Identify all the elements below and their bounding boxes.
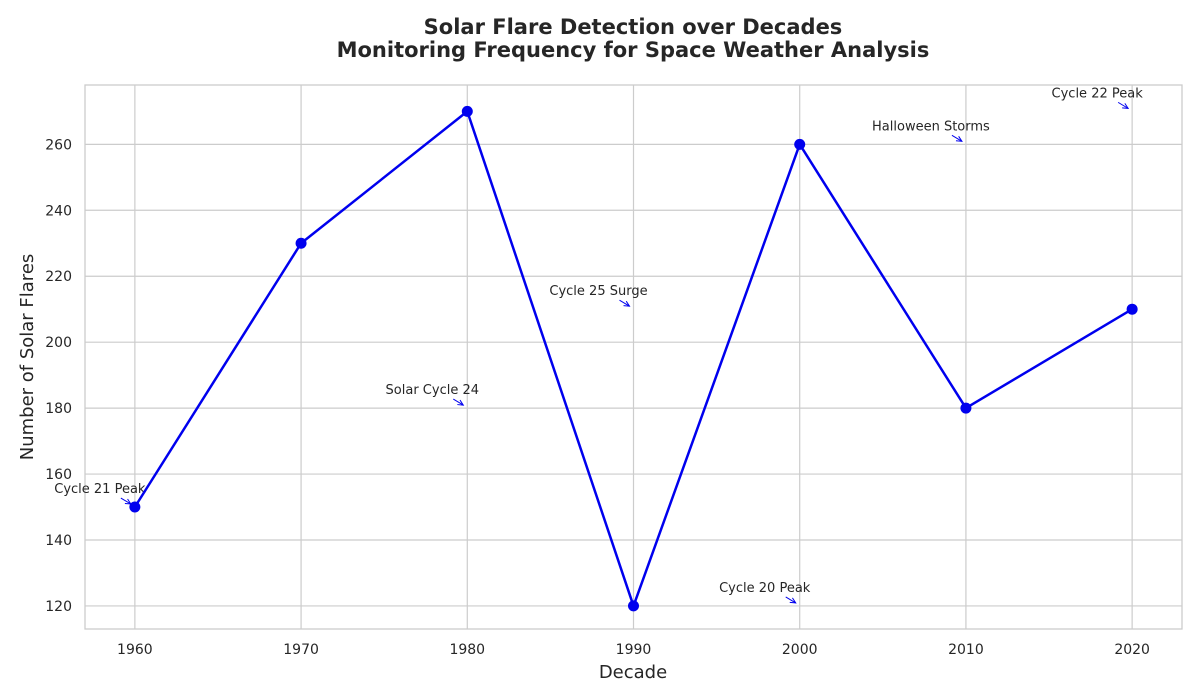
annotation-arrowhead — [789, 597, 797, 604]
annotation-arrowhead — [1122, 103, 1130, 109]
annotation-text: Cycle 22 Peak — [1052, 86, 1144, 101]
data-point — [129, 501, 141, 513]
annotation-arrow — [1117, 101, 1129, 109]
x-tick-label: 2020 — [1114, 642, 1150, 658]
x-tick-label: 1990 — [616, 642, 652, 658]
data-point — [461, 105, 473, 117]
y-tick-label: 220 — [45, 269, 72, 285]
data-point — [794, 138, 806, 150]
annotation-arrow — [785, 596, 796, 604]
annotation-arrow — [453, 398, 464, 406]
x-tick-label: 1960 — [117, 642, 153, 658]
y-tick-label: 160 — [45, 467, 72, 483]
annotation-text: Solar Cycle 24 — [386, 383, 479, 398]
y-axis-label: Number of Solar Flares — [17, 254, 38, 461]
x-axis-label: Decade — [599, 662, 667, 683]
data-point — [628, 600, 639, 612]
grid — [85, 85, 1182, 629]
data-point — [1126, 303, 1138, 315]
annotation-arrowhead — [623, 300, 631, 307]
data-point — [295, 237, 307, 249]
chart-title-line-1: Solar Flare Detection over Decades — [424, 15, 843, 39]
data-point — [960, 402, 972, 414]
x-tick-label: 2000 — [782, 642, 818, 658]
plot-frame — [84, 84, 1183, 630]
y-tick-label: 240 — [45, 203, 72, 219]
x-tick-label: 2010 — [948, 642, 984, 658]
series — [129, 105, 1138, 612]
annotation-arrowhead — [955, 136, 963, 142]
annotation-text: Cycle 20 Peak — [719, 581, 811, 596]
x-tick-label: 1970 — [283, 642, 319, 658]
annotation-arrow — [120, 497, 132, 505]
annotation-text: Halloween Storms — [872, 119, 990, 134]
y-tick-label: 260 — [45, 137, 72, 153]
y-tick-label: 180 — [45, 401, 72, 417]
annotation-text: Cycle 25 Surge — [549, 284, 647, 299]
y-axis-ticks: 120 140 160 180 200 220 240 260 — [45, 137, 72, 615]
annotation-arrow — [951, 134, 963, 142]
y-tick-label: 200 — [45, 335, 72, 351]
annotation-arrow — [619, 299, 630, 307]
y-tick-label: 140 — [45, 533, 72, 549]
x-tick-label: 1980 — [449, 642, 485, 658]
annotation-text: Cycle 21 Peak — [54, 482, 146, 497]
annotation-arrowhead — [457, 399, 465, 406]
y-tick-label: 120 — [45, 599, 72, 615]
chart-title-line-2: Monitoring Frequency for Space Weather A… — [337, 38, 930, 62]
annotations: Cycle 21 Peak Solar Cycle 24 Cycle 25 Surg… — [54, 86, 1144, 604]
x-axis-ticks: 1960 1970 1980 1990 2000 2010 2020 — [117, 642, 1150, 658]
